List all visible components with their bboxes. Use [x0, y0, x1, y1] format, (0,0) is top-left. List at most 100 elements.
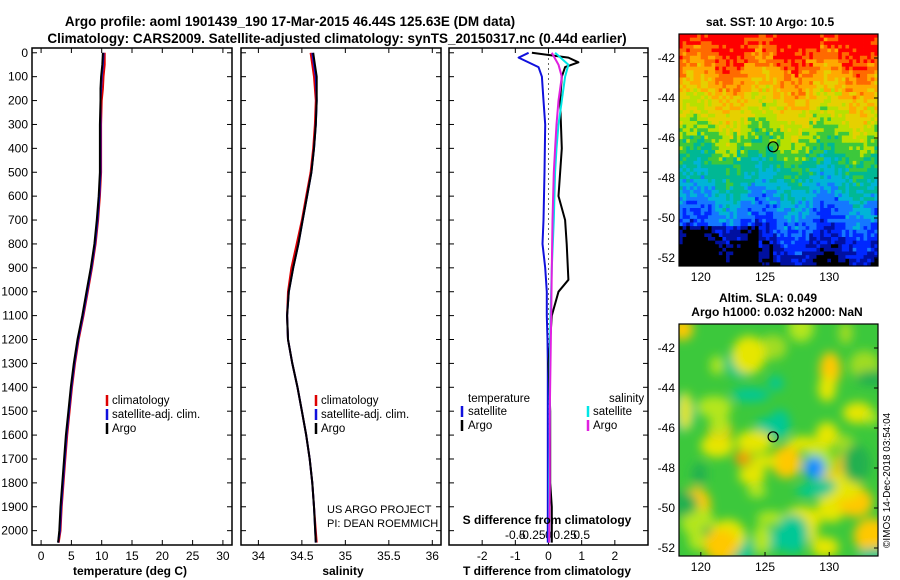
sst-cell [809, 237, 814, 242]
sst-cell [849, 88, 854, 93]
sst-cell [682, 197, 687, 202]
sst-cell [859, 73, 864, 78]
sst-cell [733, 222, 738, 227]
sst-cell [697, 48, 702, 53]
sst-cell [874, 110, 878, 115]
sst-cell [794, 66, 799, 71]
sst-cell [802, 164, 807, 169]
sst-cell [816, 135, 821, 140]
sst-cell [729, 121, 734, 126]
sst-cell [711, 52, 716, 57]
sst-cell [805, 186, 810, 191]
sst-cell [776, 44, 781, 49]
sla-map-panel: 120 125 130-42-44-46-48-50-52 [658, 323, 879, 574]
sst-cell [802, 204, 807, 209]
sst-cell [715, 59, 720, 64]
sst-cell [758, 153, 763, 158]
sst-cell [830, 160, 835, 165]
sst-cell [758, 226, 763, 231]
sst-cell [736, 73, 741, 78]
sst-cell [686, 34, 691, 39]
sst-cell [791, 113, 796, 118]
sst-cell [689, 135, 694, 140]
sst-cell [870, 255, 875, 260]
sst-cell [812, 59, 817, 64]
sst-cell [722, 113, 727, 118]
sst-cell [859, 63, 864, 68]
sst-cell [711, 106, 716, 111]
sst-cell [798, 226, 803, 231]
sst-cell [830, 168, 835, 173]
sst-cell [740, 218, 745, 223]
sst-cell [783, 44, 788, 49]
sst-cell [812, 124, 817, 129]
sst-cell [870, 240, 875, 245]
sst-cell [704, 121, 709, 126]
sst-cell [794, 193, 799, 198]
sst-cell [874, 99, 878, 104]
sst-cell [733, 160, 738, 165]
sst-cell [794, 247, 799, 252]
sst-cell [867, 73, 872, 78]
sst-cell [744, 229, 749, 234]
sst-cell [679, 258, 684, 263]
sst-cell [856, 200, 861, 205]
sst-cell [754, 197, 759, 202]
sst-cell [736, 233, 741, 238]
sst-cell [715, 215, 720, 220]
sst-cell [798, 117, 803, 122]
sst-cell [838, 81, 843, 86]
sst-cell [736, 110, 741, 115]
sst-cell [823, 106, 828, 111]
sst-cell [870, 88, 875, 93]
sst-cell [686, 189, 691, 194]
sst-cell [744, 92, 749, 97]
sst-cell [744, 237, 749, 242]
sst-cell [841, 175, 846, 180]
sst-cell [707, 139, 712, 144]
sst-cell [809, 182, 814, 187]
sst-cell [802, 44, 807, 49]
sst-cell [751, 102, 756, 107]
sst-cell [802, 77, 807, 82]
sst-cell [718, 131, 723, 136]
sla-blob [866, 410, 878, 426]
sst-cell [849, 142, 854, 147]
sst-cell [740, 131, 745, 136]
sst-cell [780, 157, 785, 162]
sst-cell [773, 193, 778, 198]
sst-cell [834, 124, 839, 129]
sst-cell [718, 226, 723, 231]
sst-cell [744, 99, 749, 104]
sst-cell [697, 233, 702, 238]
sst-cell [852, 233, 857, 238]
sst-cell [736, 226, 741, 231]
sst-cell [744, 171, 749, 176]
sst-cell [830, 37, 835, 42]
sst-cell [765, 200, 770, 205]
sst-cell [700, 117, 705, 122]
sst-cell [805, 88, 810, 93]
sst-cell [791, 73, 796, 78]
sst-cell [867, 171, 872, 176]
sst-cell [715, 37, 720, 42]
sst-cell [823, 77, 828, 82]
sst-cell [812, 240, 817, 245]
sst-cell [870, 128, 875, 133]
sst-cell [809, 124, 814, 129]
sst-cell [707, 255, 712, 260]
sst-cell [711, 240, 716, 245]
sst-argo-location-marker [767, 141, 779, 153]
sst-cell [765, 255, 770, 260]
sst-cell [830, 44, 835, 49]
sst-cell [744, 186, 749, 191]
sst-cell [823, 81, 828, 86]
sst-cell [791, 226, 796, 231]
sst-cell [816, 153, 821, 158]
sst-cell [711, 41, 716, 46]
sst-cell [686, 168, 691, 173]
sst-cell [726, 102, 731, 107]
sst-cell [740, 240, 745, 245]
sst-cell [852, 44, 857, 49]
sst-cell [820, 240, 825, 245]
